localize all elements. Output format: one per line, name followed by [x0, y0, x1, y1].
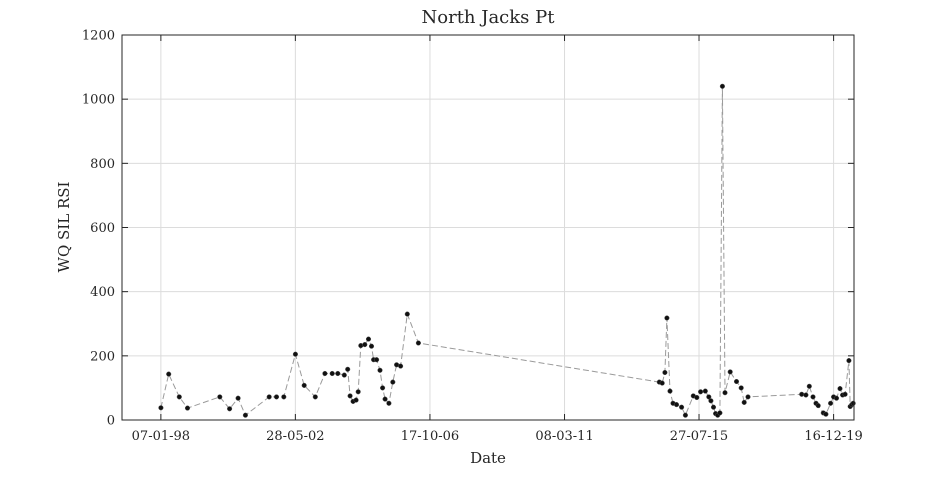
x-tick-label: 16-12-19	[804, 429, 862, 444]
data-point	[823, 411, 829, 417]
x-tick-label: 08-03-11	[535, 429, 593, 444]
data-point	[345, 366, 351, 372]
x-tick-label: 28-05-02	[266, 429, 324, 444]
x-tick-label: 07-01-98	[132, 429, 190, 444]
data-point	[273, 394, 280, 400]
data-point	[353, 397, 359, 403]
series-layer	[158, 83, 856, 418]
y-tick-label: 200	[90, 349, 115, 364]
data-point	[184, 405, 191, 411]
data-point	[682, 412, 688, 418]
data-point	[708, 398, 714, 404]
data-point	[702, 388, 708, 394]
data-point	[846, 358, 852, 364]
data-point	[377, 367, 383, 373]
data-point	[217, 394, 223, 400]
data-point	[727, 369, 733, 375]
data-point	[390, 379, 396, 385]
data-point	[242, 412, 248, 418]
data-point	[799, 391, 805, 397]
data-point	[741, 399, 747, 405]
data-point	[365, 336, 372, 342]
data-point	[659, 380, 665, 386]
chart-title: North Jacks Pt	[422, 7, 556, 28]
data-point	[662, 369, 668, 376]
data-point	[706, 394, 712, 400]
data-point	[368, 343, 375, 349]
data-point	[837, 386, 843, 392]
y-tick-label: 400	[90, 285, 115, 300]
data-point	[166, 371, 172, 377]
data-point	[738, 385, 744, 391]
data-point	[386, 400, 392, 406]
data-point	[347, 393, 353, 399]
data-point	[679, 404, 685, 410]
data-point	[806, 383, 812, 389]
data-point	[329, 370, 335, 377]
data-point	[362, 342, 368, 348]
data-point	[722, 390, 728, 396]
data-point	[415, 340, 421, 346]
data-point	[235, 395, 241, 401]
data-point	[227, 406, 233, 412]
data-point	[355, 389, 361, 395]
data-point	[380, 385, 386, 391]
y-axis-title: WQ SIL RSI	[55, 181, 73, 272]
data-point	[828, 400, 834, 406]
data-point	[810, 394, 816, 400]
y-tick-label: 800	[90, 157, 115, 172]
data-point	[719, 83, 725, 89]
data-point	[374, 357, 380, 363]
data-point	[398, 363, 404, 369]
data-point	[698, 389, 704, 395]
data-point	[301, 382, 307, 388]
y-tick-label: 1200	[82, 29, 115, 44]
x-tick-label: 17-10-06	[401, 429, 459, 444]
data-point	[803, 392, 809, 398]
data-point	[382, 396, 388, 402]
data-point	[281, 394, 287, 400]
data-point	[664, 315, 670, 321]
data-point	[266, 394, 272, 400]
x-tick-label: 27-07-15	[670, 429, 728, 444]
ticks: 0 200 400 600 800 1000 1200 07-01-98 28-05-02 17-…	[82, 29, 863, 445]
grid	[122, 34, 854, 421]
data-point	[850, 400, 856, 406]
data-point	[710, 404, 717, 410]
data-point	[842, 391, 848, 397]
data-point	[815, 403, 821, 409]
data-point	[404, 311, 410, 317]
data-point	[733, 378, 740, 385]
data-point	[312, 394, 318, 400]
data-point	[717, 410, 723, 416]
data-point	[176, 394, 182, 400]
y-tick-label: 0	[107, 414, 115, 429]
data-point	[335, 370, 341, 377]
data-point	[322, 370, 328, 377]
x-axis-title: Date	[470, 449, 506, 467]
y-tick-label: 600	[90, 221, 115, 236]
data-point	[694, 394, 700, 401]
data-point	[158, 405, 164, 411]
data-point	[673, 402, 680, 408]
data-point	[292, 351, 298, 357]
data-point	[667, 388, 673, 394]
data-point	[833, 395, 840, 401]
y-tick-label: 1000	[82, 93, 115, 108]
series-line	[160, 86, 854, 417]
data-point	[745, 394, 751, 400]
data-point	[341, 372, 347, 378]
